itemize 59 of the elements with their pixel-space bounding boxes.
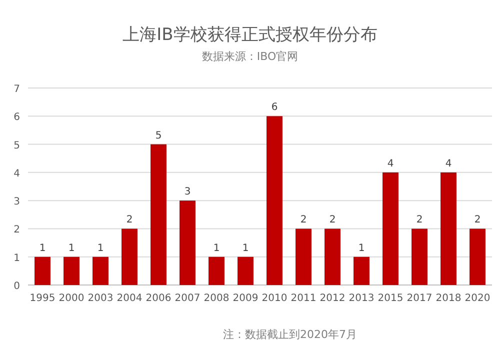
bar <box>92 256 108 285</box>
x-tick-label: 2012 <box>320 293 346 304</box>
data-label: 5 <box>155 130 162 142</box>
y-tick-label: 2 <box>14 224 20 236</box>
bar <box>354 256 370 285</box>
bar <box>150 144 166 285</box>
x-tick-label: 2006 <box>146 293 172 304</box>
x-tick-label: 2013 <box>348 293 374 304</box>
x-tick-label: 2003 <box>88 293 114 304</box>
x-tick-label: 1995 <box>30 293 56 304</box>
bar <box>122 228 138 285</box>
data-label: 3 <box>184 186 191 198</box>
data-label: 6 <box>271 102 278 114</box>
y-tick-label: 1 <box>14 252 20 264</box>
bar <box>440 172 456 285</box>
data-label: 2 <box>329 214 336 226</box>
x-tick-label: 2018 <box>436 293 462 304</box>
x-tick-label: 2008 <box>204 293 230 304</box>
data-label: 1 <box>68 242 75 254</box>
bar <box>64 256 80 285</box>
x-tick-label: 2007 <box>174 293 200 304</box>
x-tick-label: 2004 <box>116 293 142 304</box>
y-tick-label: 4 <box>14 168 20 180</box>
y-tick-label: 6 <box>14 112 20 124</box>
data-label: 2 <box>300 214 307 226</box>
data-label: 1 <box>358 242 365 254</box>
x-tick-label: 2011 <box>290 293 316 304</box>
x-tick-label: 2020 <box>464 293 490 304</box>
bar <box>34 256 50 285</box>
bar <box>324 228 340 285</box>
x-tick-label: 2015 <box>378 293 404 304</box>
y-tick-label: 5 <box>14 140 20 152</box>
bar <box>208 256 224 285</box>
bar <box>296 228 312 285</box>
x-tick-label: 2009 <box>232 293 258 304</box>
data-label: 1 <box>97 242 104 254</box>
y-tick-label: 0 <box>14 281 20 292</box>
y-tick-label: 7 <box>14 84 20 95</box>
text: 注：数据截止到2020年7月 <box>223 328 357 341</box>
data-label: 4 <box>445 158 452 170</box>
chart-subtitle: 数据来源：IBO官网 <box>202 50 298 63</box>
bar <box>412 228 428 285</box>
bar <box>266 116 282 285</box>
data-label: 4 <box>387 158 394 170</box>
x-tick-label: 2000 <box>58 293 84 304</box>
bar <box>382 172 398 285</box>
data-label: 1 <box>213 242 220 254</box>
data-label: 2 <box>416 214 423 226</box>
chart-title: 上海IB学校获得正式授权年份分布 <box>122 25 378 45</box>
data-label: 2 <box>474 214 481 226</box>
x-tick-label: 2010 <box>262 293 288 304</box>
data-label: 1 <box>242 242 249 254</box>
bar <box>470 228 486 285</box>
data-label: 2 <box>126 214 133 226</box>
bar <box>238 256 254 285</box>
x-tick-label: 2017 <box>406 293 432 304</box>
data-label: 1 <box>39 242 46 254</box>
y-tick-label: 3 <box>14 196 20 208</box>
bar <box>180 200 196 285</box>
